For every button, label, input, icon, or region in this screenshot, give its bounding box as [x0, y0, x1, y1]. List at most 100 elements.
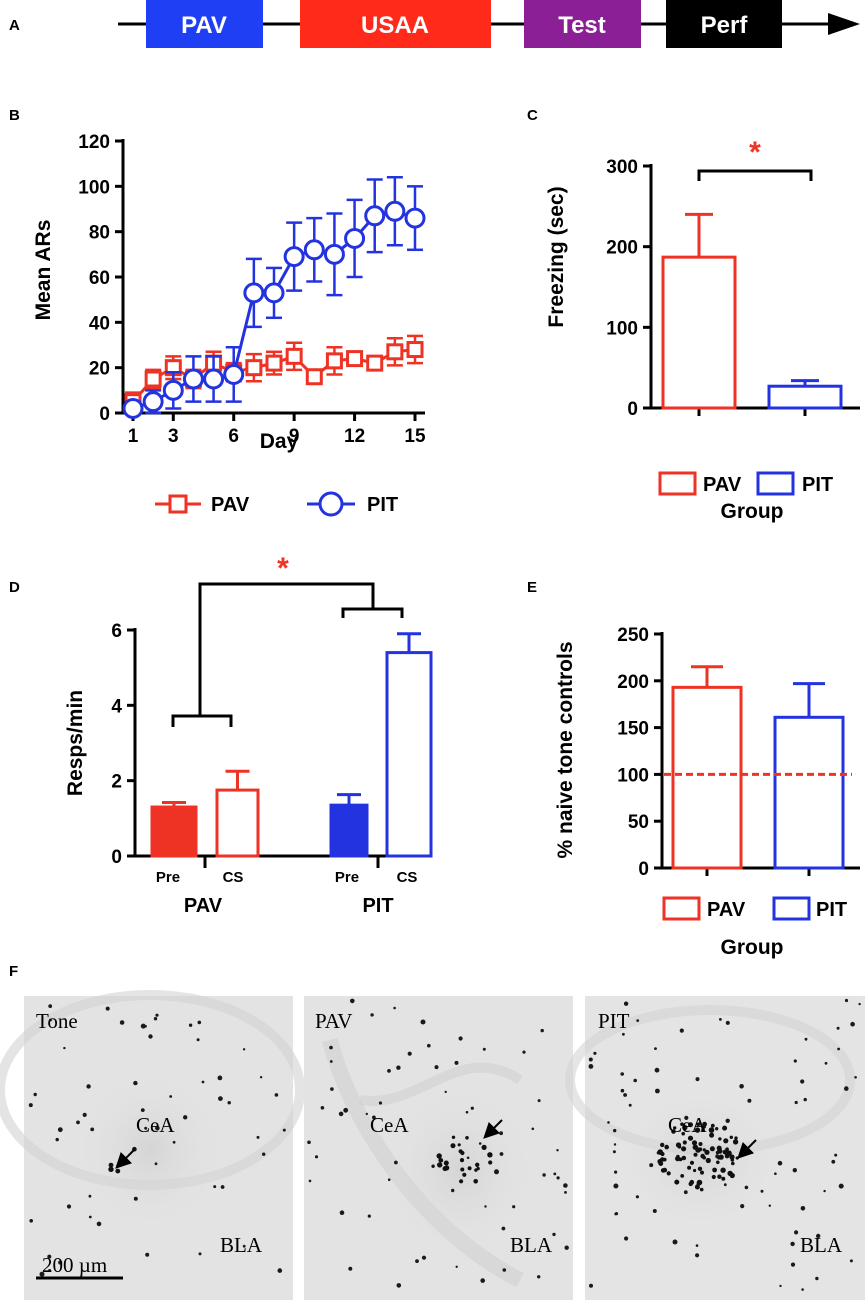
chart-e-y-tick-label: 100 [617, 765, 649, 786]
chart-b-pit-point [323, 243, 345, 265]
chart-b-pit-point [142, 391, 164, 413]
cell-dot [824, 1061, 828, 1065]
chart-b-legend: PAV PIT [155, 491, 398, 517]
cell-dot [694, 1184, 700, 1190]
timeline-label-test: Test [558, 12, 606, 39]
cell-dot [735, 1156, 739, 1160]
cell-dot [444, 1090, 447, 1094]
cell-dot [407, 1051, 412, 1056]
panel-letter-d: D [9, 579, 20, 596]
chart-b-x-tick-label: 15 [404, 426, 426, 447]
cell-dot [660, 1168, 666, 1173]
cell-dot [339, 1210, 345, 1215]
micrograph-pav-fiber-2 [359, 1062, 523, 1106]
cell-dot [729, 1172, 735, 1179]
cell-dot [702, 1148, 706, 1152]
cell-dot [537, 1099, 541, 1103]
micrograph-tone: Tone CeA BLA 200 µm [0, 990, 305, 1300]
cell-dot [678, 1157, 683, 1162]
cell-dot [119, 1020, 125, 1025]
panel-letter-c: C [527, 107, 538, 124]
chart-b-legend-pav: PAV [211, 494, 250, 516]
cell-dot [823, 1189, 826, 1193]
cell-dot [774, 1172, 777, 1175]
chart-c-xlabel: Group [721, 500, 784, 523]
cell-dot [673, 1126, 677, 1130]
timeline-stage-perf [666, 0, 782, 48]
cell-dot [320, 1106, 325, 1110]
cell-dot [607, 1121, 610, 1124]
cell-dot [712, 1167, 717, 1173]
cell-dot [454, 1060, 459, 1065]
chart-e-y-tick-label: 150 [617, 719, 649, 740]
cell-dot [719, 1018, 722, 1021]
cell-dot [396, 1065, 401, 1070]
cell-dot [710, 1123, 715, 1128]
chart-e-legend-pav: PAV [707, 899, 746, 921]
chart-e-y-tick-label: 250 [617, 625, 649, 646]
cell-dot [348, 1266, 353, 1271]
cell-dot [48, 1269, 52, 1272]
cell-dot [837, 1047, 840, 1051]
cell-dot [378, 1101, 383, 1105]
cell-dot [652, 1209, 657, 1213]
chart-b-legend-pit: PIT [367, 494, 398, 516]
timeline: PAV USAA Test Perf [118, 0, 860, 48]
chart-d-bar-pit-cs [385, 651, 433, 858]
chart-c-significance-bracket [697, 169, 813, 181]
cell-dot [709, 1132, 715, 1138]
chart-b-pit-point [203, 368, 225, 390]
chart-b-pav-point [386, 343, 404, 361]
cell-dot [183, 1115, 188, 1120]
chart-b-x-tick-label: 9 [289, 426, 300, 447]
timeline-label-usaa: USAA [361, 12, 429, 39]
cell-dot [329, 1060, 333, 1063]
legend-e-pav-box [662, 896, 701, 921]
cell-dot [537, 1275, 541, 1279]
cell-dot [415, 1259, 419, 1263]
cell-dot [671, 1129, 676, 1134]
chart-d-bracket-pit [341, 607, 404, 618]
chart-d-tick-pit-pre: Pre [335, 869, 359, 886]
cell-dot [680, 1174, 685, 1178]
cell-dot [198, 1252, 202, 1256]
chart-b-pit-point [182, 368, 204, 390]
cell-dot [689, 1179, 695, 1185]
chart-b-pit-point [162, 379, 184, 401]
cell-dot [588, 1064, 594, 1069]
cell-dot [623, 1093, 627, 1097]
cell-dot [702, 1121, 707, 1127]
cell-dot [696, 1122, 701, 1127]
cell-dot [148, 1034, 153, 1039]
cell-dot [726, 1150, 730, 1154]
cell-dot [654, 1067, 660, 1073]
cell-dot [792, 1168, 797, 1173]
chart-c-legend: PAV PIT [658, 471, 833, 496]
legend-c-pav-box [658, 471, 697, 496]
cell-dot [155, 1013, 159, 1017]
cell-dot [613, 1128, 617, 1133]
cell-dot [218, 1096, 223, 1101]
cell-dot [57, 1127, 63, 1133]
panel-letter-f: F [9, 963, 18, 980]
chart-d-bracket-groups [198, 582, 375, 716]
cell-dot [256, 1135, 260, 1139]
chart-b-pav-point [346, 350, 364, 368]
chart-b-x-tick-label: 6 [228, 426, 239, 447]
cell-dot [330, 1087, 334, 1091]
cell-dot [850, 1021, 855, 1027]
chart-c-marks [661, 212, 843, 410]
cell-dot [589, 1283, 593, 1288]
cell-dot [744, 1185, 749, 1190]
legend-e-pit-box [772, 896, 811, 921]
chart-e-y-tick-label: 0 [638, 859, 649, 880]
cell-dot [660, 1142, 665, 1148]
chart-e-y-tick-label: 50 [628, 812, 649, 833]
cell-dot [96, 1221, 102, 1227]
cell-dot [39, 1271, 45, 1277]
cell-dot [620, 1072, 624, 1076]
cell-dot [717, 1174, 722, 1179]
chart-e-bar-pav [671, 685, 743, 870]
cell-dot [700, 1170, 704, 1175]
chart-b-pit-point [404, 207, 426, 229]
